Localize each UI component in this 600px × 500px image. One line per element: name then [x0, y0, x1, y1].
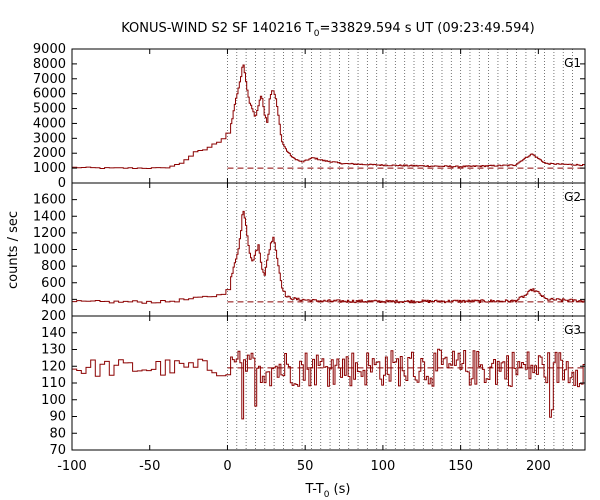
panel-frame — [71, 48, 586, 184]
y-tick-label: 9000 — [33, 42, 66, 57]
y-tick-label: 7000 — [33, 72, 66, 87]
y-tick-label: 1000 — [33, 161, 66, 176]
y-tick-label: 130 — [41, 343, 66, 358]
y-tick-label: 800 — [41, 259, 66, 274]
y-tick-label: 1200 — [33, 226, 66, 241]
y-tick-label: 6000 — [33, 87, 66, 102]
x-axis-label-subscript: 0 — [324, 490, 330, 500]
panel-label-g2: G2 — [564, 190, 581, 204]
panels-group: 0100020003000400050006000700080009000G12… — [33, 42, 586, 474]
x-tick-label: -50 — [139, 459, 160, 474]
panel-frame — [71, 182, 586, 317]
chart-title-rest: =33829.594 s UT (09:23:49.594) — [319, 21, 534, 36]
lightcurve-series-g3 — [72, 348, 586, 420]
y-tick-label: 3000 — [33, 131, 66, 146]
x-tick-label: 200 — [526, 459, 551, 474]
x-axis-label: T-T0 (s) — [305, 482, 351, 500]
chart-title: KONUS-WIND S2 SF 140216 T0=33829.594 s U… — [121, 21, 535, 39]
y-tick-label: 400 — [41, 292, 66, 307]
y-tick-label: 2000 — [33, 146, 66, 161]
y-tick-label: 1400 — [33, 209, 66, 224]
y-tick-label: 4000 — [33, 116, 66, 131]
y-tick-label: 110 — [41, 376, 66, 391]
y-tick-label: 70 — [49, 443, 66, 458]
lightcurve-series-g2 — [72, 210, 585, 304]
y-tick-label: 100 — [41, 393, 66, 408]
y-tick-label: 1600 — [33, 193, 66, 208]
y-tick-label: 80 — [49, 426, 66, 441]
x-tick-label: 100 — [370, 459, 395, 474]
y-tick-label: 200 — [41, 309, 66, 324]
y-tick-label: 600 — [41, 276, 66, 291]
x-tick-label: -100 — [57, 459, 87, 474]
lightcurve-series-g1 — [72, 64, 585, 169]
panel-label-g1: G1 — [564, 56, 581, 70]
chart-title-main: KONUS-WIND S2 SF 140216 T — [121, 21, 314, 36]
x-tick-label: 50 — [297, 459, 314, 474]
y-tick-label: 5000 — [33, 102, 66, 117]
x-axis-label-rest: (s) — [329, 482, 350, 497]
x-tick-label: 0 — [223, 459, 231, 474]
panel-label-g3: G3 — [564, 323, 581, 337]
y-tick-label: 120 — [41, 359, 66, 374]
y-axis-label: counts / sec — [6, 211, 21, 289]
chart-title-subscript: 0 — [314, 29, 320, 39]
x-axis-label-main: T-T — [305, 482, 324, 497]
y-tick-label: 0 — [58, 176, 66, 191]
y-tick-label: 1000 — [33, 243, 66, 258]
y-tick-label: 140 — [41, 326, 66, 341]
x-tick-label: 150 — [448, 459, 473, 474]
y-tick-label: 8000 — [33, 57, 66, 72]
y-tick-label: 90 — [49, 410, 66, 425]
